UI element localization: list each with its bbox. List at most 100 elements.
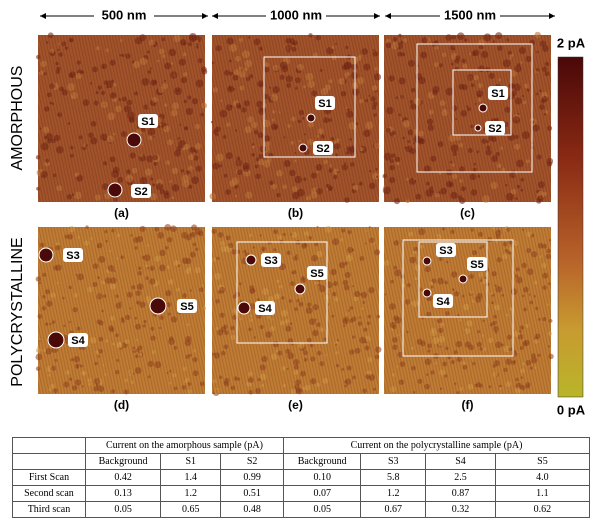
column-header: S3 xyxy=(360,453,427,470)
spot-label: S2 xyxy=(316,143,329,155)
panel-label: (b) xyxy=(288,206,303,220)
spot-label: S3 xyxy=(264,255,277,267)
value-cell: 0.65 xyxy=(160,501,222,518)
spot-ring xyxy=(458,274,468,284)
spot-dark xyxy=(423,257,431,265)
value-cell: 0.10 xyxy=(283,469,362,486)
spot-label: S3 xyxy=(439,245,452,257)
spot-label: S5 xyxy=(310,268,323,280)
spot-ring xyxy=(474,124,482,132)
spot-ring xyxy=(126,132,142,148)
zoom-square xyxy=(452,69,512,136)
spot-ring xyxy=(38,247,54,263)
value-cell: 1.2 xyxy=(360,485,427,502)
spot-label-bg xyxy=(255,301,275,315)
spot-dark xyxy=(459,275,467,283)
empty-cell xyxy=(12,453,86,470)
header-bg xyxy=(266,8,326,24)
value-cell: 0.62 xyxy=(494,501,591,518)
row-label: POLYCRYSTALLINE xyxy=(9,237,26,386)
column-header: S4 xyxy=(425,453,496,470)
spot-dark xyxy=(150,298,166,314)
colorbar xyxy=(557,56,584,398)
spot-dark xyxy=(39,248,53,262)
table-row: Current on the amorphous sample (pA) Curr… xyxy=(12,437,590,454)
column-header: Background xyxy=(283,453,362,470)
value-cell: 1.2 xyxy=(160,485,222,502)
empty-cell xyxy=(12,437,86,454)
group-header: Current on the amorphous sample (pA) xyxy=(84,437,285,454)
table-row: Second scan 0.13 1.2 0.51 0.07 1.2 0.87 1.1 xyxy=(12,485,591,502)
stripes xyxy=(384,35,551,202)
spot-label: S3 xyxy=(66,250,79,262)
column-header: 1500 nm xyxy=(444,7,496,22)
spot-label-bg xyxy=(138,114,158,128)
spot-label-bg xyxy=(307,266,327,280)
spot-label: S1 xyxy=(318,98,331,110)
value-cell: 0.67 xyxy=(360,501,427,518)
value-cell: 0.51 xyxy=(220,485,285,502)
zoom-square xyxy=(402,239,514,357)
spot-label-bg xyxy=(485,121,505,135)
spot-ring xyxy=(237,301,251,315)
header-bg xyxy=(94,8,154,24)
spot-dark xyxy=(295,284,305,294)
zoom-square xyxy=(236,241,328,344)
scan-image: S3 S5 S4 xyxy=(384,226,554,395)
spot-label-bg xyxy=(433,294,453,308)
spot-label: S5 xyxy=(180,301,193,313)
spot-label: S1 xyxy=(141,116,154,128)
spot-ring xyxy=(422,288,432,298)
zoom-square xyxy=(263,56,356,158)
group-header: Current on the polycrystalline sample (p… xyxy=(283,437,590,454)
spot-dark xyxy=(108,183,122,197)
spot-dark xyxy=(299,144,307,152)
panel-label: (d) xyxy=(114,398,129,412)
table-row: Background S1 S2 Background S3 S4 S5 xyxy=(12,453,591,470)
spot-label: S4 xyxy=(71,335,85,347)
spot-ring xyxy=(478,103,488,113)
scan-image: S1 S2 xyxy=(35,32,208,202)
spot-dark xyxy=(127,133,141,147)
spot-ring xyxy=(306,113,316,123)
spot-ring xyxy=(422,256,432,266)
column-header: S5 xyxy=(494,453,591,470)
row-label: AMORPHOUS xyxy=(9,66,26,171)
spot-label-bg xyxy=(313,141,333,155)
panel-label: (e) xyxy=(288,398,303,412)
spot-ring xyxy=(245,254,257,266)
spot-dark xyxy=(475,125,481,131)
figure: 500 nm 1000 nm 1500 nm AMORPHOUS POLYCRYSTAL… xyxy=(9,7,586,417)
column-header: S1 xyxy=(160,453,222,470)
scan-image: S1 S2 xyxy=(209,33,382,203)
value-cell: 0.99 xyxy=(220,469,285,486)
spot-dark xyxy=(246,255,256,265)
scan-image: S3 S5 S4 xyxy=(35,223,207,395)
value-cell: 0.07 xyxy=(283,485,362,502)
spot-label-bg xyxy=(315,96,335,110)
spot-label-bg xyxy=(68,333,88,347)
column-header: 1000 nm xyxy=(270,7,322,22)
colorbar-max: 2 pA xyxy=(557,35,586,50)
spot-label: S2 xyxy=(134,186,147,198)
spot-label-bg xyxy=(131,184,151,198)
value-cell: 5.8 xyxy=(360,469,427,486)
panel-label: (a) xyxy=(114,206,129,220)
spot-ring xyxy=(107,182,123,198)
value-cell: 0.87 xyxy=(425,485,496,502)
spot-ring xyxy=(47,331,65,349)
table-row: Third scan 0.05 0.65 0.48 0.05 0.67 0.32 0.62 xyxy=(12,501,591,518)
value-cell: 2.5 xyxy=(425,469,496,486)
spot-label-bg xyxy=(467,257,487,271)
spot-label-bg xyxy=(63,248,83,262)
zoom-square xyxy=(416,43,533,173)
stripes xyxy=(384,227,551,394)
value-cell: 0.13 xyxy=(84,485,162,502)
spot-label-bg xyxy=(177,299,197,313)
spot-dark xyxy=(479,104,487,112)
scan-image: S1 S2 xyxy=(382,31,554,205)
spot-ring xyxy=(294,283,306,295)
spot-ring xyxy=(149,297,167,315)
spot-label-bg xyxy=(436,243,456,257)
